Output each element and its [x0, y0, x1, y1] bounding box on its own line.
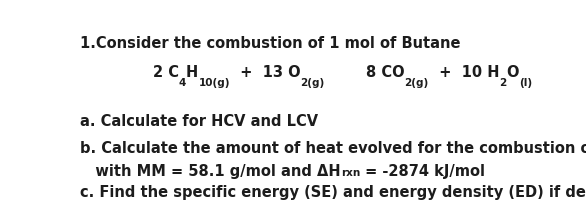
- Text: 2(g): 2(g): [301, 78, 325, 88]
- Text: 10(g): 10(g): [198, 78, 230, 88]
- Text: 1.Consider the combustion of 1 mol of Butane: 1.Consider the combustion of 1 mol of Bu…: [80, 36, 461, 51]
- Text: = -2874 kJ/mol: = -2874 kJ/mol: [360, 164, 485, 179]
- Text: +  13 O: + 13 O: [230, 65, 301, 80]
- Text: H: H: [186, 65, 198, 80]
- Text: b. Calculate the amount of heat evolved for the combustion of 123.45 g of Butane: b. Calculate the amount of heat evolved …: [80, 140, 586, 156]
- Text: rxn: rxn: [340, 168, 360, 178]
- Text: a. Calculate for HCV and LCV: a. Calculate for HCV and LCV: [80, 114, 318, 129]
- Text: 4: 4: [179, 78, 186, 88]
- Text: 2 C: 2 C: [153, 65, 179, 80]
- Text: 2(g): 2(g): [404, 78, 428, 88]
- Text: +  10 H: + 10 H: [428, 65, 499, 80]
- Text: O: O: [506, 65, 519, 80]
- Text: c. Find the specific energy (SE) and energy density (ED) if density of butane is: c. Find the specific energy (SE) and ene…: [80, 185, 586, 200]
- Text: 2: 2: [499, 78, 506, 88]
- Text: with MM = 58.1 g/mol and ΔH: with MM = 58.1 g/mol and ΔH: [80, 164, 340, 179]
- Text: (l): (l): [519, 78, 532, 88]
- Text: 8 CO: 8 CO: [325, 65, 404, 80]
